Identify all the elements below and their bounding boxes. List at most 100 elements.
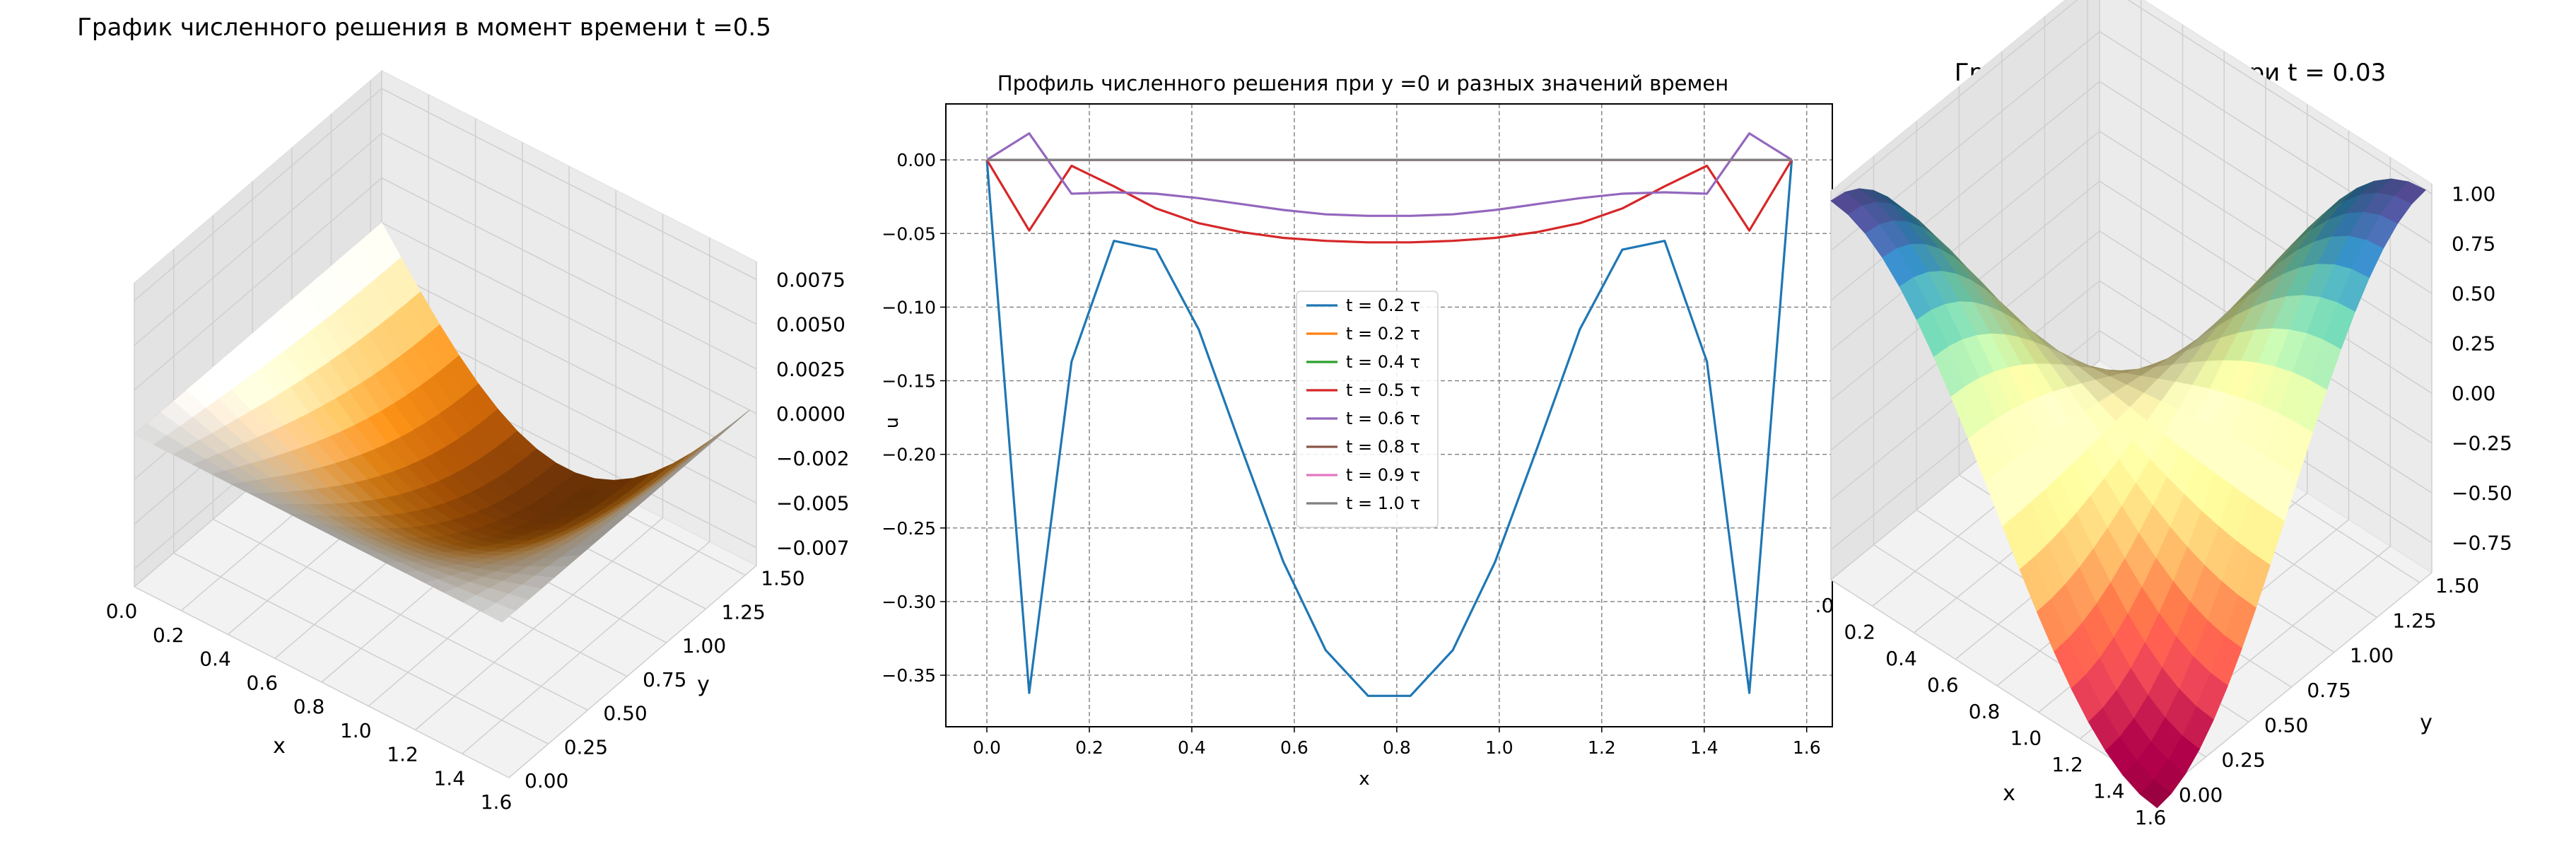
y-tick-label: −0.35 [882, 665, 936, 686]
y-tick-label: 1.50 [2435, 574, 2479, 597]
x-axis-label: x [273, 734, 286, 759]
y-tick-label: 0.25 [2221, 749, 2265, 772]
y-tick-label: 1.25 [722, 600, 766, 624]
grid-line [2099, 130, 2432, 344]
x-tick-label: 1.4 [433, 766, 465, 790]
grid-line [462, 541, 710, 754]
grid-line [1830, 81, 2100, 301]
legend-box [1296, 291, 1439, 528]
z-tick-label: 0.75 [2452, 233, 2495, 256]
grid-line [2162, 572, 2432, 792]
x-tick-label: 0.2 [1075, 737, 1103, 758]
z-tick-label: 0.0050 [776, 313, 845, 337]
legend-entry: t = 0.9 τ [1346, 465, 1420, 485]
y-tick-label: −0.30 [882, 592, 936, 612]
x-tick-label: 1.2 [2051, 753, 2083, 776]
x-tick-label: 1.6 [2135, 806, 2167, 829]
tick-labels: 0.0 0.2 0.4 0.6 0.8 1.0 1.2 1.4 1.6 0.00 0.25 0.50 0… [1803, 182, 2512, 829]
grid-line [134, 586, 510, 778]
x-tick-label: 0.0 [1817, 594, 1834, 617]
grid-line [134, 132, 382, 346]
grid-line [1830, 0, 2078, 201]
z-tick-label: −0.0075 [776, 537, 848, 560]
z-tick-label: 1.00 [2452, 182, 2495, 206]
x-tick-label: 1.4 [1690, 737, 1719, 758]
y-tick-label: 1.25 [2392, 609, 2436, 632]
y-tick-label: −0.20 [882, 445, 936, 465]
y-tick-label: 0.75 [643, 668, 686, 691]
grid-line [415, 517, 663, 731]
x-tick-label: 0.2 [1844, 621, 1875, 644]
surface-chart-left: График численного решения в момент време… [0, 0, 862, 851]
legend-entry: t = 0.4 τ [1346, 352, 1420, 372]
y-tick-label: 0.00 [525, 769, 568, 792]
z-tick-label: −0.0025 [776, 447, 848, 470]
grid-line [134, 177, 382, 391]
z-tick-label: 0.0025 [776, 358, 845, 381]
x-tick-label: 1.6 [481, 790, 513, 814]
x-axis-label: x [1359, 768, 1369, 790]
x-tick-label: 1.0 [2010, 727, 2042, 750]
x-tick-label: 0.6 [1280, 737, 1309, 758]
y-tick-label: 0.50 [2264, 713, 2308, 737]
x-tick-label: 0.4 [199, 648, 231, 671]
x-axis-label: x [2003, 781, 2015, 806]
y-tick-label: 0.25 [564, 735, 608, 759]
y-tick-label: −0.25 [882, 518, 936, 539]
surface-patch [482, 602, 516, 623]
y-tick-label: 0.00 [896, 150, 936, 170]
surface-patch [2139, 779, 2172, 809]
grid-line [381, 222, 757, 414]
y-tick-label: −0.10 [882, 297, 936, 317]
line-chart-middle: Профиль численного решения при y =0 и ра… [848, 0, 1838, 851]
y-tick-label: 1.00 [682, 634, 726, 657]
x-tick-label: 0.8 [1383, 737, 1411, 758]
z-tick-label: 0.50 [2452, 282, 2495, 305]
surface-chart-right: График погрешности при t = 0.03 0.00.20.… [1803, 0, 2576, 851]
legend-entry: t = 0.6 τ [1346, 409, 1420, 428]
y-tick-label: 1.00 [2350, 644, 2394, 667]
x-tick-label: 0.6 [246, 671, 278, 694]
grid-line [213, 518, 588, 711]
grid-line [1830, 579, 2164, 792]
x-tick-label: 0.8 [1969, 700, 2001, 723]
legend-entry: t = 1.0 τ [1346, 493, 1420, 513]
line-chart-canvas: Профиль численного решения при y =0 и ра… [882, 71, 1833, 790]
series-line-1 [985, 159, 1793, 697]
grid-lines [946, 104, 1832, 727]
x-tick-label: 0.4 [1178, 737, 1206, 758]
chart-title: Профиль численного решения при y =0 и ра… [997, 71, 1728, 95]
surface-chart-left-canvas: График численного решения в момент време… [77, 13, 862, 814]
x-tick-label: 0.0 [973, 737, 1001, 758]
legend-entry: t = 0.8 τ [1346, 437, 1420, 457]
grid-line [134, 88, 382, 301]
x-tick-label: 1.2 [1588, 737, 1616, 758]
z-tick-label: −0.0050 [776, 491, 848, 515]
y-axis-label: y [2420, 710, 2432, 735]
grid-line [381, 177, 757, 370]
grid-line [381, 88, 757, 280]
z-tick-label: 0.25 [2452, 332, 2495, 356]
x-tick-label: 0.6 [1927, 674, 1959, 697]
z-tick-label: −0.25 [2452, 432, 2512, 455]
y-tick-label: 0.50 [603, 702, 647, 725]
surface-mesh [1830, 178, 2427, 809]
x-tick-label: 1.2 [387, 743, 418, 766]
y-tick-label: 0.75 [2307, 679, 2350, 702]
z-tick-label: 0.0075 [776, 268, 845, 291]
grid-line [1830, 131, 2100, 351]
grid-line [508, 565, 757, 778]
series-line-5 [986, 132, 1793, 217]
x-tick-label: 0.2 [153, 624, 185, 647]
legend-entry: t = 0.2 τ [1346, 296, 1420, 315]
y-tick-label: 0.00 [2179, 783, 2223, 807]
grid-line [381, 132, 757, 325]
series-line-4 [985, 159, 1793, 244]
z-tick-label: 0.00 [2452, 382, 2495, 405]
surface-mesh [134, 222, 750, 623]
x-tick-label: 1.4 [2093, 780, 2125, 803]
chart-title: График численного решения в момент време… [77, 13, 771, 42]
series-lines [985, 132, 1793, 697]
y-tick-label: −0.15 [882, 371, 936, 392]
legend: t = 0.2 τ t = 0.2 τ t = 0.4 τ t = 0.5 τ t = … [1296, 291, 1439, 528]
